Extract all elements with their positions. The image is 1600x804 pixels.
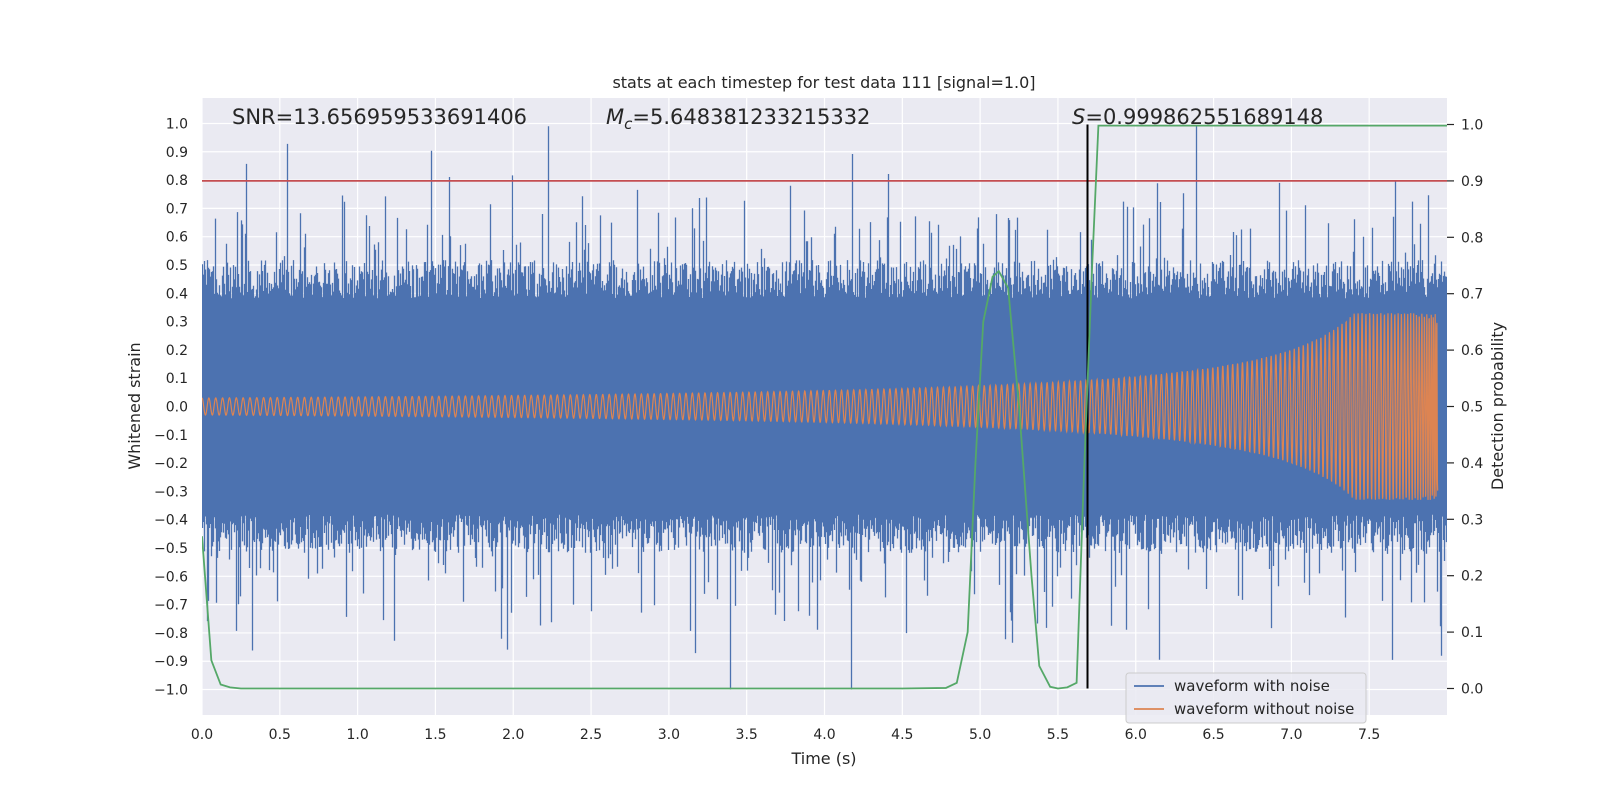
y-left-tick-label: 0.0	[166, 400, 188, 416]
x-axis-label: Time (s)	[790, 749, 856, 768]
x-tick-label: 6.5	[1202, 727, 1224, 743]
legend: waveform with noise waveform without noi…	[1125, 672, 1367, 724]
legend-box	[1125, 672, 1367, 724]
x-tick-label: 0.0	[191, 727, 213, 743]
y-left-tick-label: −0.2	[154, 456, 188, 472]
y-left-tick-label: −0.6	[154, 569, 188, 585]
x-tick-label: 4.5	[891, 727, 913, 743]
legend-label-noise: waveform with noise	[1174, 677, 1330, 695]
mc-subscript: c	[624, 115, 633, 133]
y-right-tick-label: 0.4	[1461, 456, 1483, 472]
chart-title: stats at each timestep for test data 111…	[612, 73, 1035, 92]
y-right-tick-label: 0.5	[1461, 400, 1483, 416]
series-waveform-without-noise	[202, 313, 1439, 500]
y-left-axis-label: Whitened strain	[125, 342, 144, 469]
s-symbol: S	[1072, 105, 1085, 129]
y-right-tick-label: 0.1	[1461, 625, 1483, 641]
y-left-tick-label: −0.1	[154, 428, 188, 444]
y-right-tick-label: 0.3	[1461, 512, 1483, 528]
x-tick-label: 7.5	[1358, 727, 1380, 743]
y-left-tick-label: 1.0	[166, 116, 188, 132]
x-tick-label: 1.5	[424, 727, 446, 743]
y-left-tick-label: −0.3	[154, 484, 188, 500]
mc-symbol: M	[606, 105, 624, 129]
snr-annotation: SNR=13.656959533691406	[232, 105, 527, 129]
y-left-tick-label: 0.5	[166, 258, 188, 274]
y-right-tick-labels: 1.0 0.9 0.8 0.7 0.6 0.5 0.4 0.3 0.2 0.1 0.0	[1447, 118, 1483, 697]
series-detection-probability	[202, 124, 1447, 690]
y-right-tick-label: 0.6	[1461, 343, 1483, 359]
y-left-tick-label: 0.2	[166, 343, 188, 359]
y-left-tick-label: −0.4	[154, 513, 188, 529]
y-left-tick-label: 0.7	[166, 201, 188, 217]
x-tick-label: 5.5	[1047, 727, 1069, 743]
x-tick-label: 3.0	[658, 727, 680, 743]
x-tick-label: 2.5	[580, 727, 602, 743]
x-tick-label: 0.5	[269, 727, 291, 743]
y-right-tick-label: 0.9	[1461, 174, 1483, 190]
x-tick-label: 2.0	[502, 727, 524, 743]
x-tick-label: 5.0	[969, 727, 991, 743]
data-layer	[202, 124, 1447, 690]
y-left-tick-label: −0.7	[154, 598, 188, 614]
y-left-tick-label: 0.1	[166, 371, 188, 387]
y-left-tick-label: 0.4	[166, 286, 188, 302]
chirp-mass-annotation: Mc=5.648381233215332	[606, 105, 870, 133]
y-left-tick-label: −0.5	[154, 541, 188, 557]
y-right-tick-label: 1.0	[1461, 118, 1483, 134]
mc-value: =5.648381233215332	[632, 105, 870, 129]
y-left-tick-label: −1.0	[154, 683, 188, 699]
x-tick-label: 1.0	[346, 727, 368, 743]
y-left-tick-label: 0.8	[166, 173, 188, 189]
s-annotation: S=0.999862551689148	[1072, 105, 1323, 129]
legend-label-clean: waveform without noise	[1174, 700, 1354, 718]
x-tick-label: 6.0	[1125, 727, 1147, 743]
y-left-tick-label: −0.9	[154, 654, 188, 670]
y-left-tick-label: −0.8	[154, 626, 188, 642]
y-left-tick-label: 0.9	[166, 145, 188, 161]
y-right-tick-label: 0.0	[1461, 681, 1483, 697]
y-left-tick-labels: 1.0 0.9 0.8 0.7 0.6 0.5 0.4 0.3 0.2 0.1 0.0 −0.1 −0.…	[154, 116, 188, 698]
y-left-tick-label: 0.6	[166, 230, 188, 246]
y-right-axis-label: Detection probability	[1488, 322, 1507, 490]
x-tick-label: 3.5	[736, 727, 758, 743]
y-right-tick-label: 0.8	[1461, 230, 1483, 246]
x-tick-label: 7.0	[1280, 727, 1302, 743]
y-left-tick-label: 0.3	[166, 315, 188, 331]
y-right-tick-label: 0.2	[1461, 569, 1483, 585]
y-right-tick-label: 0.7	[1461, 287, 1483, 303]
x-tick-labels: 0.0 0.5 1.0 1.5 2.0 2.5 3.0 3.5 4.0 4.5 5.0 5.5 6.0 6…	[191, 727, 1380, 743]
x-tick-label: 4.0	[813, 727, 835, 743]
s-value: =0.999862551689148	[1085, 105, 1323, 129]
